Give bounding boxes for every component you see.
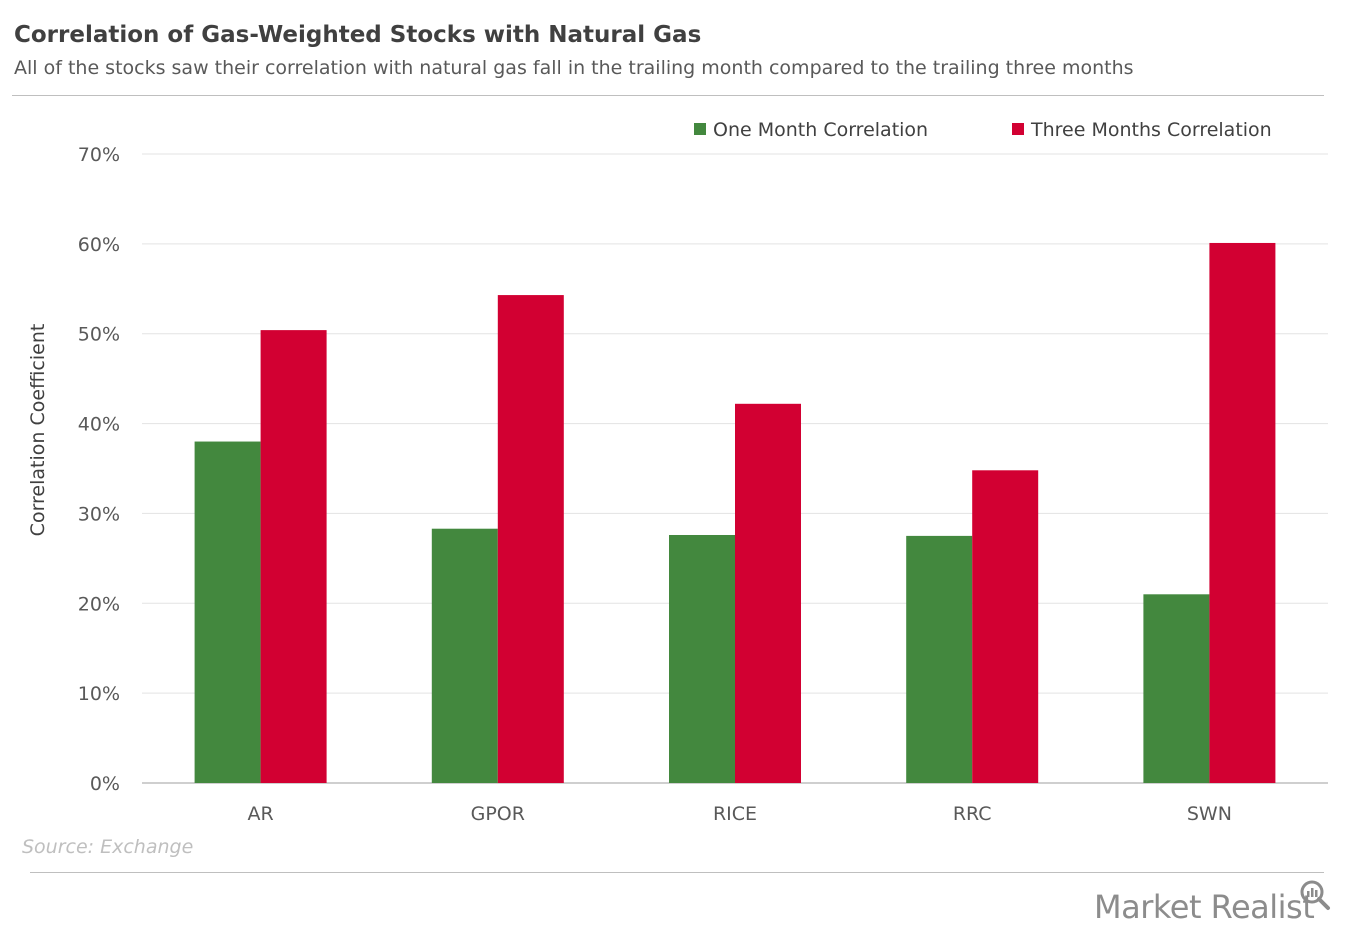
bar-swn-one-month xyxy=(1143,594,1210,783)
y-axis-ticks: 0% 10% 20% 30% 40% 50% 60% 70% xyxy=(78,144,120,795)
x-tick-label: SWN xyxy=(1187,803,1232,825)
bar-gpor-three-months xyxy=(497,295,564,783)
y-tick-label: 30% xyxy=(78,503,120,525)
y-tick-label: 40% xyxy=(78,414,120,436)
x-tick-label: AR xyxy=(247,803,273,825)
legend-label: Three Months Correlation xyxy=(1030,119,1272,141)
legend-label: One Month Correlation xyxy=(713,119,928,141)
bar-swn-three-months xyxy=(1209,242,1276,784)
bar-rrc-one-month xyxy=(906,535,973,783)
x-tick-label: GPOR xyxy=(471,803,525,825)
y-tick-label: 70% xyxy=(78,144,120,166)
x-axis-ticks: AR GPOR RICE RRC SWN xyxy=(247,803,1231,825)
bar-gpor-one-month xyxy=(431,528,498,783)
bar-rrc-three-months xyxy=(972,470,1039,783)
legend-swatch xyxy=(1012,123,1024,135)
bar-ar-three-months xyxy=(260,330,327,783)
y-tick-label: 60% xyxy=(78,234,120,256)
y-tick-label: 10% xyxy=(78,683,120,705)
source-note: Source: Exchange xyxy=(22,836,194,858)
bars xyxy=(194,242,1276,784)
bar-ar-one-month xyxy=(194,441,261,783)
y-axis-label: Correlation Coefficient xyxy=(27,324,49,537)
chart-subtitle: All of the stocks saw their correlation … xyxy=(14,57,1134,79)
y-tick-label: 20% xyxy=(78,593,120,615)
legend: One Month Correlation Three Months Correl… xyxy=(694,119,1272,141)
footer-divider xyxy=(30,872,1324,873)
x-tick-label: RRC xyxy=(953,803,992,825)
legend-swatch xyxy=(694,123,706,135)
y-tick-label: 0% xyxy=(90,773,120,795)
chart-title: Correlation of Gas-Weighted Stocks with … xyxy=(14,22,702,48)
bar-rice-three-months xyxy=(735,403,801,783)
bar-rice-one-month xyxy=(669,534,735,783)
brand-logo-text: Market Realist xyxy=(1094,888,1315,926)
y-tick-label: 50% xyxy=(78,324,120,346)
x-tick-label: RICE xyxy=(713,803,757,825)
header-divider xyxy=(12,95,1324,96)
magnifier-chart-icon xyxy=(1300,880,1330,910)
